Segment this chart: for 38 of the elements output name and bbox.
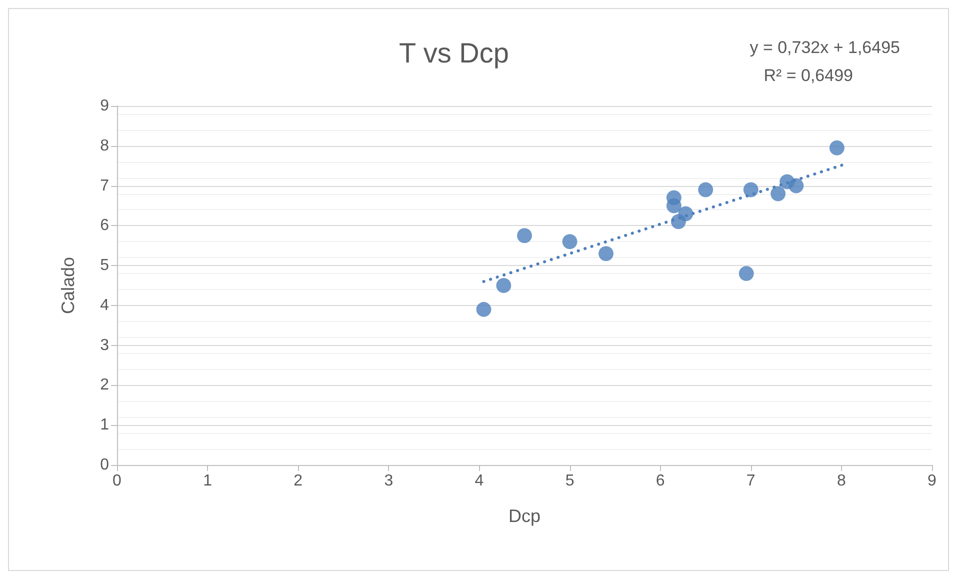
- x-tick-label: 0: [112, 472, 122, 490]
- x-tick-label: 2: [294, 472, 303, 490]
- point: [698, 182, 714, 198]
- y-tick-label: 5: [100, 257, 110, 274]
- y-tick-label: 9: [100, 98, 110, 114]
- point: [562, 234, 578, 250]
- y-tick-label: 3: [100, 336, 110, 354]
- point: [788, 178, 804, 194]
- x-tick-label: 3: [384, 472, 394, 490]
- y-tick-label: 6: [100, 217, 110, 234]
- point: [829, 140, 844, 156]
- y-tick-label: 4: [100, 296, 110, 314]
- y-axis-title: Calado: [58, 256, 78, 314]
- x-tick-label: 4: [474, 472, 484, 490]
- text: y = 0,732x + 1,6495: [750, 38, 900, 57]
- point: [496, 278, 512, 293]
- x-tick-label: 5: [565, 472, 574, 490]
- point: [598, 246, 614, 262]
- point: [666, 198, 682, 214]
- point: [517, 228, 532, 244]
- y-tick-label: 1: [100, 416, 110, 434]
- y-tick-label: 0: [100, 456, 110, 474]
- text: R² = 0,6499: [764, 66, 854, 85]
- point: [770, 186, 786, 202]
- point: [678, 206, 694, 222]
- y-tick-label: 7: [100, 177, 110, 194]
- x-tick-label: 1: [203, 472, 212, 490]
- y-tick-label: 8: [100, 137, 110, 154]
- point: [738, 266, 754, 282]
- point: [743, 182, 758, 198]
- chart-title: T vs Dcp: [399, 38, 509, 68]
- y-tick-label: 2: [100, 376, 110, 394]
- x-tick-label: 9: [928, 472, 937, 490]
- x-tick-label: 8: [836, 472, 846, 490]
- point: [476, 302, 492, 317]
- x-tick-label: 7: [746, 472, 756, 490]
- x-tick-label: 6: [656, 472, 665, 490]
- x-axis-title: Dcp: [508, 506, 541, 526]
